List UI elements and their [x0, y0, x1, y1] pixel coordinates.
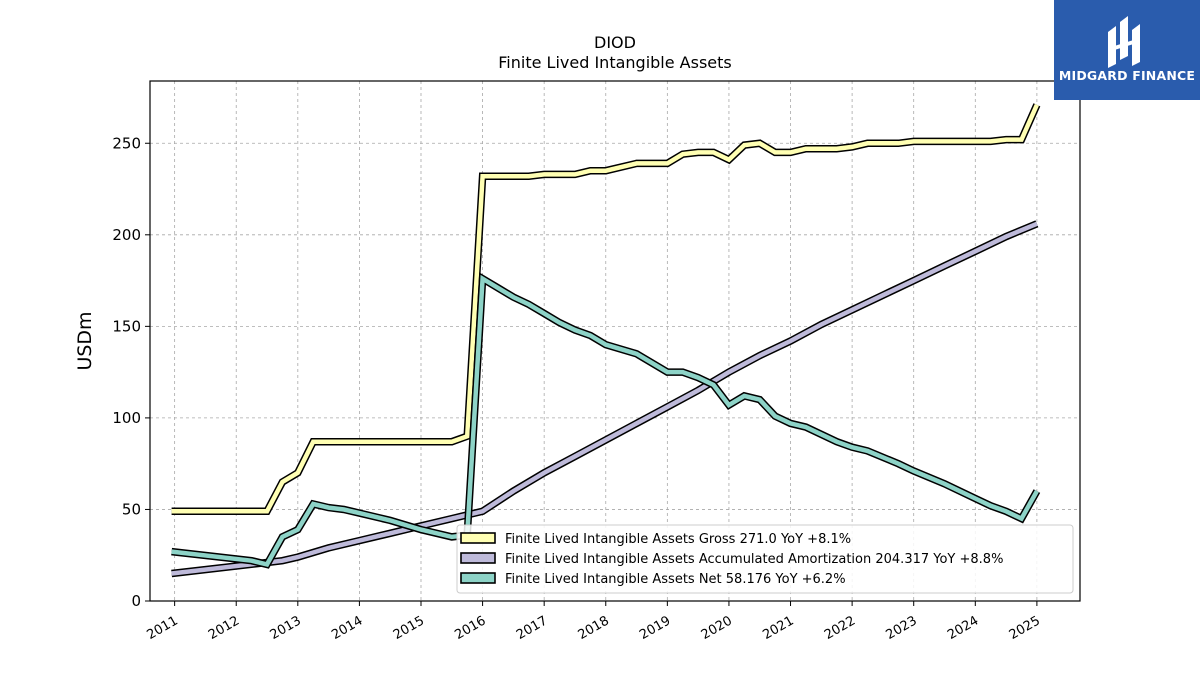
x-tick-label: 2025	[1007, 613, 1043, 643]
series-3	[171, 272, 1041, 569]
y-tick-label: 150	[112, 317, 141, 335]
legend-box	[456, 524, 1074, 594]
plot-frame	[149, 80, 1081, 602]
legend-item: Finite Lived Intangible Assets Accumulat…	[460, 552, 1003, 567]
x-tick-label: 2024	[945, 613, 981, 643]
x-tick-label: 2015	[391, 613, 427, 643]
legend-swatch	[460, 552, 496, 564]
chart-subtitle-line: Finite Lived Intangible Assets	[498, 53, 731, 72]
series-line	[171, 221, 1038, 576]
x-tick-label: 2017	[514, 613, 550, 643]
series-line-outline	[171, 103, 1041, 516]
x-tick-label: 2011	[144, 613, 180, 643]
series-layer	[171, 103, 1041, 578]
x-axis: 2011 2012 2013 2014 2015 2016 2017 2018 2019 2020…	[144, 601, 1043, 643]
series-line	[171, 103, 1039, 514]
y-tick-label: 100	[112, 409, 141, 427]
x-tick-label: 2012	[206, 613, 242, 643]
series-2	[171, 220, 1039, 578]
logo-mark-icon	[1108, 16, 1140, 68]
chart-title: DIOD Finite Lived Intangible Assets	[498, 33, 731, 72]
series-line	[171, 274, 1039, 567]
legend-label: Finite Lived Intangible Assets Net 58.17…	[505, 572, 846, 587]
legend-item: Finite Lived Intangible Assets Net 58.17…	[460, 572, 846, 587]
x-tick-label: 2019	[637, 613, 673, 643]
y-tick-label: 250	[112, 134, 141, 152]
x-tick-label: 2022	[822, 613, 858, 643]
y-tick-label: 0	[131, 592, 141, 610]
legend-label: Finite Lived Intangible Assets Accumulat…	[505, 552, 1003, 567]
logo-brand-text: MIDGARD FINANCE	[1058, 68, 1196, 83]
x-tick-label: 2014	[329, 613, 365, 643]
x-tick-label: 2023	[884, 613, 920, 643]
x-tick-label: 2018	[576, 613, 612, 643]
x-tick-label: 2016	[452, 613, 488, 643]
y-axis: 0 50 100 150 200 250	[112, 134, 150, 610]
legend-swatch	[460, 532, 496, 544]
brand-logo: MIDGARD FINANCE	[1054, 0, 1200, 100]
x-tick-label: 2020	[699, 613, 735, 643]
legend: Finite Lived Intangible Assets Gross 271…	[456, 524, 1074, 594]
legend-swatch	[460, 572, 496, 584]
grid	[150, 81, 1080, 602]
x-tick-label: 2021	[760, 613, 796, 643]
x-tick-label: 2013	[268, 613, 304, 643]
chart-title-line: DIOD	[594, 33, 636, 52]
legend-item: Finite Lived Intangible Assets Gross 271…	[460, 532, 851, 547]
y-tick-label: 200	[112, 226, 141, 244]
y-tick-label: 50	[122, 500, 141, 518]
y-axis-label: USDm	[74, 311, 96, 370]
legend-label: Finite Lived Intangible Assets Gross 271…	[505, 532, 851, 547]
series-1	[171, 103, 1041, 516]
